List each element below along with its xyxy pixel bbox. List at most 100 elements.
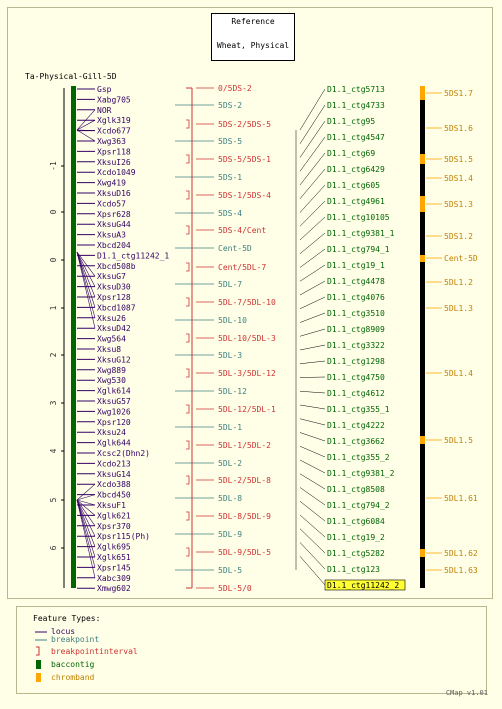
contig-label[interactable]: D1.1_ctg5282 bbox=[327, 549, 385, 558]
chromband-label[interactable]: 5DL1.62 bbox=[444, 549, 478, 558]
contig-label[interactable]: D1.1_ctg4961 bbox=[327, 197, 385, 206]
contig-label[interactable]: D1.1_ctg8909 bbox=[327, 325, 385, 334]
contig-label[interactable]: D1.1_ctg6084 bbox=[327, 517, 385, 526]
chromband-label[interactable]: 5DS1.6 bbox=[444, 124, 473, 133]
contig-label[interactable]: D1.1_ctg10105 bbox=[327, 213, 390, 222]
locus-label[interactable]: Xwg889 bbox=[97, 366, 126, 375]
contig-label[interactable]: D1.1_ctg605 bbox=[327, 181, 380, 190]
locus-label[interactable]: XksuG12 bbox=[97, 355, 131, 364]
chromband-label[interactable]: 5DL1.4 bbox=[444, 369, 473, 378]
locus-label[interactable]: Xwg1026 bbox=[97, 407, 131, 416]
breakpoint-interval-label[interactable]: 0/5DS-2 bbox=[218, 84, 252, 93]
chromband-label[interactable]: 5DL1.3 bbox=[444, 304, 473, 313]
contig-label[interactable]: D1.1_ctg3662 bbox=[327, 437, 385, 446]
locus-label[interactable]: Xpsr628 bbox=[97, 210, 131, 219]
chromband-label[interactable]: 5DS1.5 bbox=[444, 155, 473, 164]
locus-label[interactable]: Xglk644 bbox=[97, 439, 131, 448]
reference-box[interactable]: Reference Wheat, Physical bbox=[211, 13, 295, 61]
locus-label[interactable]: XksuA3 bbox=[97, 231, 126, 240]
contig-label[interactable]: D1.1_ctg794_2 bbox=[327, 501, 390, 510]
locus-label[interactable]: Xglk651 bbox=[97, 553, 131, 562]
breakpoint-label[interactable]: 5DL-3 bbox=[218, 351, 242, 360]
breakpoint-interval-label[interactable]: 5DL-9/5DL-5 bbox=[218, 548, 271, 557]
locus-label[interactable]: XksuG44 bbox=[97, 220, 131, 229]
locus-label[interactable]: Xpsr128 bbox=[97, 293, 131, 302]
chromband-label[interactable]: 5DL1.63 bbox=[444, 566, 478, 575]
locus-label[interactable]: Xbcd450 bbox=[97, 491, 131, 500]
contig-label[interactable]: D1.1_ctg11242_2 bbox=[327, 581, 399, 590]
contig-label[interactable]: D1.1_ctg4547 bbox=[327, 133, 385, 142]
locus-label[interactable]: Xwg363 bbox=[97, 137, 126, 146]
locus-label[interactable]: XksuD42 bbox=[97, 324, 131, 333]
breakpoint-interval-label[interactable]: 5DS-4/Cent bbox=[218, 226, 266, 235]
locus-label[interactable]: Xglk614 bbox=[97, 387, 131, 396]
contig-label[interactable]: D1.1_ctg4612 bbox=[327, 389, 385, 398]
locus-label[interactable]: Xksu8 bbox=[97, 345, 121, 354]
breakpoint-label[interactable]: 5DL-2 bbox=[218, 459, 242, 468]
breakpoint-interval-label[interactable]: 5DL-10/5DL-3 bbox=[218, 334, 276, 343]
locus-label[interactable]: Xcsc2(Dhn2) bbox=[97, 449, 150, 458]
locus-label[interactable]: Xcdo57 bbox=[97, 199, 126, 208]
locus-label[interactable]: Xksu26 bbox=[97, 314, 126, 323]
locus-label[interactable]: XksuG14 bbox=[97, 470, 131, 479]
locus-label[interactable]: Gsp bbox=[97, 85, 112, 94]
breakpoint-label[interactable]: 5DL-8 bbox=[218, 494, 242, 503]
breakpoint-interval-label[interactable]: 5DL-12/5DL-1 bbox=[218, 405, 276, 414]
locus-label[interactable]: Xpsr118 bbox=[97, 147, 131, 156]
chromband-label[interactable]: 5DS1.4 bbox=[444, 174, 473, 183]
breakpoint-interval-label[interactable]: 5DS-2/5DS-5 bbox=[218, 120, 271, 129]
chromband-bar[interactable] bbox=[420, 86, 425, 588]
breakpoint-label[interactable]: 5DL-10 bbox=[218, 316, 247, 325]
breakpoint-interval-label[interactable]: 5DL-1/5DL-2 bbox=[218, 441, 271, 450]
locus-label[interactable]: Xwg419 bbox=[97, 179, 126, 188]
locus-label[interactable]: Xabc309 bbox=[97, 574, 131, 583]
contig-label[interactable]: D1.1_ctg355_1 bbox=[327, 405, 390, 414]
locus-label[interactable]: Xwg530 bbox=[97, 376, 126, 385]
breakpoint-label[interactable]: 5DS-1 bbox=[218, 173, 242, 182]
chromband-label[interactable]: Cent-5D bbox=[444, 254, 478, 263]
locus-label[interactable]: Xbcd1087 bbox=[97, 303, 136, 312]
contig-label[interactable]: D1.1_ctg69 bbox=[327, 149, 375, 158]
contig-label[interactable]: D1.1_ctg3510 bbox=[327, 309, 385, 318]
locus-label[interactable]: XksuI26 bbox=[97, 158, 131, 167]
locus-label[interactable]: Xglk319 bbox=[97, 116, 131, 125]
locus-label[interactable]: Xpsr120 bbox=[97, 418, 131, 427]
breakpoint-label[interactable]: 5DL-9 bbox=[218, 530, 242, 539]
breakpoint-interval-label[interactable]: 5DL-5/0 bbox=[218, 584, 252, 593]
breakpoint-interval-label[interactable]: 5DL-2/5DL-8 bbox=[218, 476, 271, 485]
breakpoint-interval-label[interactable]: 5DS-5/5DS-1 bbox=[218, 155, 271, 164]
breakpoint-label[interactable]: 5DL-1 bbox=[218, 423, 242, 432]
locus-label[interactable]: Xpsr115(Ph) bbox=[97, 532, 150, 541]
locus-label[interactable]: XksuD16 bbox=[97, 189, 131, 198]
contig-label[interactable]: D1.1_ctg8508 bbox=[327, 485, 385, 494]
locus-label[interactable]: Xpsr370 bbox=[97, 522, 131, 531]
breakpoint-interval-label[interactable]: 5DL-3/5DL-12 bbox=[218, 369, 276, 378]
locus-label[interactable]: Xpsr145 bbox=[97, 563, 131, 572]
contig-label[interactable]: D1.1_ctg355_2 bbox=[327, 453, 390, 462]
contig-label[interactable]: D1.1_ctg1298 bbox=[327, 357, 385, 366]
locus-label[interactable]: D1.1_ctg11242_1 bbox=[97, 251, 169, 260]
breakpoint-interval-label[interactable]: Cent/5DL-7 bbox=[218, 263, 266, 272]
chromband-label[interactable]: 5DS1.7 bbox=[444, 89, 473, 98]
locus-label[interactable]: Xcdo1049 bbox=[97, 168, 136, 177]
contig-label[interactable]: D1.1_ctg4478 bbox=[327, 277, 385, 286]
contig-label[interactable]: D1.1_ctg6429 bbox=[327, 165, 385, 174]
contig-label[interactable]: D1.1_ctg5713 bbox=[327, 85, 385, 94]
locus-label[interactable]: Xglk621 bbox=[97, 511, 131, 520]
chromband-label[interactable]: 5DS1.3 bbox=[444, 200, 473, 209]
locus-label[interactable]: XksuG7 bbox=[97, 272, 126, 281]
locus-label[interactable]: XksuD30 bbox=[97, 283, 131, 292]
contig-label[interactable]: D1.1_ctg4733 bbox=[327, 101, 385, 110]
contig-label[interactable]: D1.1_ctg9381_1 bbox=[327, 229, 395, 238]
locus-label[interactable]: Xmwg602 bbox=[97, 584, 131, 593]
breakpoint-label[interactable]: 5DL-5 bbox=[218, 566, 242, 575]
breakpoint-label[interactable]: 5DS-4 bbox=[218, 209, 242, 218]
locus-label[interactable]: Xcdo388 bbox=[97, 480, 131, 489]
locus-label[interactable]: Xglk695 bbox=[97, 543, 131, 552]
contig-label[interactable]: D1.1_ctg123 bbox=[327, 565, 380, 574]
contig-label[interactable]: D1.1_ctg19_2 bbox=[327, 533, 385, 542]
locus-label[interactable]: Xcdo677 bbox=[97, 127, 131, 136]
locus-label[interactable]: NOR bbox=[97, 106, 112, 115]
contig-label[interactable]: D1.1_ctg3322 bbox=[327, 341, 385, 350]
locus-label[interactable]: Xwg564 bbox=[97, 335, 126, 344]
